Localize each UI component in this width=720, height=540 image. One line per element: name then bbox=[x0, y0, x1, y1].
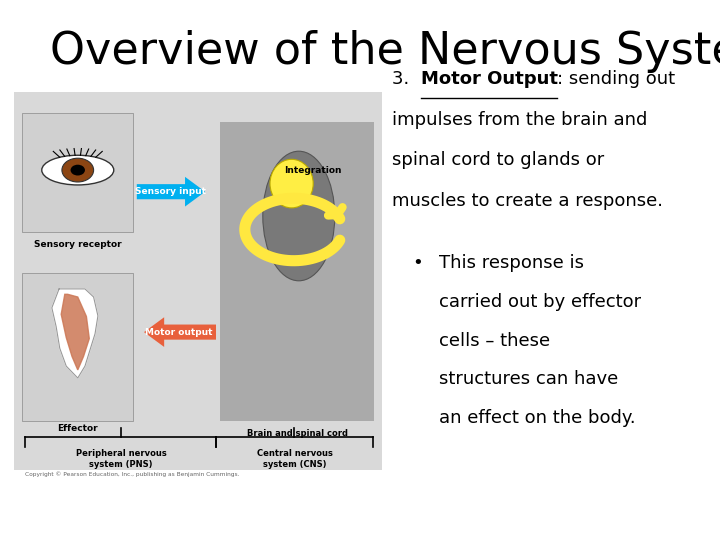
Text: structures can have: structures can have bbox=[439, 370, 618, 388]
FancyArrow shape bbox=[144, 317, 216, 347]
Ellipse shape bbox=[42, 155, 114, 185]
Text: Copyright © Pearson Education, Inc., publishing as Benjamin Cummings.: Copyright © Pearson Education, Inc., pub… bbox=[25, 471, 240, 476]
Polygon shape bbox=[61, 294, 89, 370]
Text: Sensory receptor: Sensory receptor bbox=[34, 240, 122, 249]
Text: Brain and spinal cord: Brain and spinal cord bbox=[247, 429, 348, 438]
Text: •: • bbox=[412, 254, 423, 272]
Text: 3.: 3. bbox=[392, 70, 415, 88]
Text: muscles to create a response.: muscles to create a response. bbox=[392, 192, 663, 210]
Text: Motor Output: Motor Output bbox=[421, 70, 558, 88]
Text: Integration: Integration bbox=[284, 166, 342, 174]
FancyBboxPatch shape bbox=[220, 122, 374, 421]
FancyBboxPatch shape bbox=[22, 113, 133, 232]
FancyBboxPatch shape bbox=[22, 273, 133, 421]
Text: spinal cord to glands or: spinal cord to glands or bbox=[392, 151, 605, 169]
Text: : sending out: : sending out bbox=[557, 70, 675, 88]
Text: Overview of the Nervous System: Overview of the Nervous System bbox=[50, 30, 720, 73]
Text: Peripheral nervous
system (PNS): Peripheral nervous system (PNS) bbox=[76, 449, 166, 469]
Text: Motor output: Motor output bbox=[145, 328, 212, 336]
Text: carried out by effector: carried out by effector bbox=[439, 293, 642, 310]
Ellipse shape bbox=[263, 151, 335, 281]
Text: Effector: Effector bbox=[58, 424, 98, 433]
Circle shape bbox=[71, 165, 85, 176]
Text: This response is: This response is bbox=[439, 254, 584, 272]
Circle shape bbox=[62, 158, 94, 182]
Text: Sensory input: Sensory input bbox=[135, 187, 206, 196]
Text: Central nervous
system (CNS): Central nervous system (CNS) bbox=[256, 449, 333, 469]
Polygon shape bbox=[52, 289, 98, 378]
Text: cells – these: cells – these bbox=[439, 332, 550, 349]
Text: impulses from the brain and: impulses from the brain and bbox=[392, 111, 648, 129]
FancyArrow shape bbox=[137, 177, 205, 206]
Ellipse shape bbox=[270, 159, 313, 208]
Text: an effect on the body.: an effect on the body. bbox=[439, 409, 636, 427]
FancyBboxPatch shape bbox=[14, 92, 382, 470]
